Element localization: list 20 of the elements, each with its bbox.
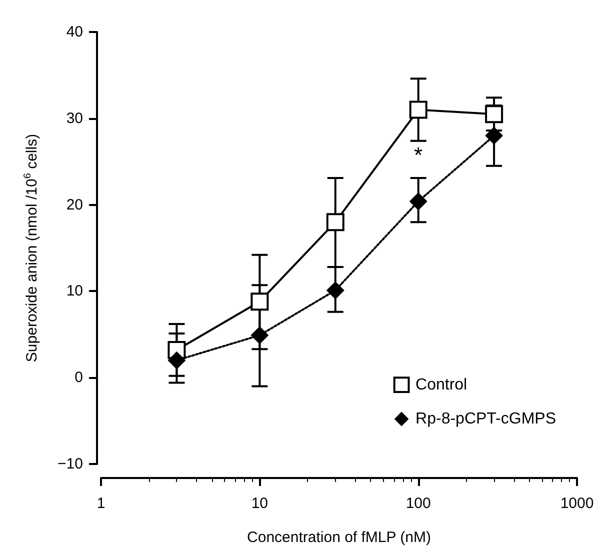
y-tick-label: 10 [66,282,83,300]
y-tick-label: 20 [66,196,83,214]
y-tick-label: 40 [66,24,83,40]
x-tick-label: 1 [96,495,106,512]
annotation: * [414,142,424,168]
legend-label: Rp-8-pCPT-cGMPS [416,410,556,428]
x-tick-label: 1000 [560,495,594,512]
x-tick-label: 10 [251,495,268,512]
point [485,126,504,145]
point [168,351,186,370]
y-tick-label: 0 [74,369,83,386]
y-tick-label: −10 [58,456,83,472]
point [326,213,344,232]
y-tick-label: 30 [66,110,83,127]
x-tick-label: 100 [406,495,431,512]
point [485,105,504,124]
legend-label: Control [416,376,468,394]
x-axis-title: Concentration of fMLP (nM) [247,529,431,546]
point [326,281,344,300]
y-axis-title: Superoxide anion (nmol /106 cells) [22,134,40,362]
